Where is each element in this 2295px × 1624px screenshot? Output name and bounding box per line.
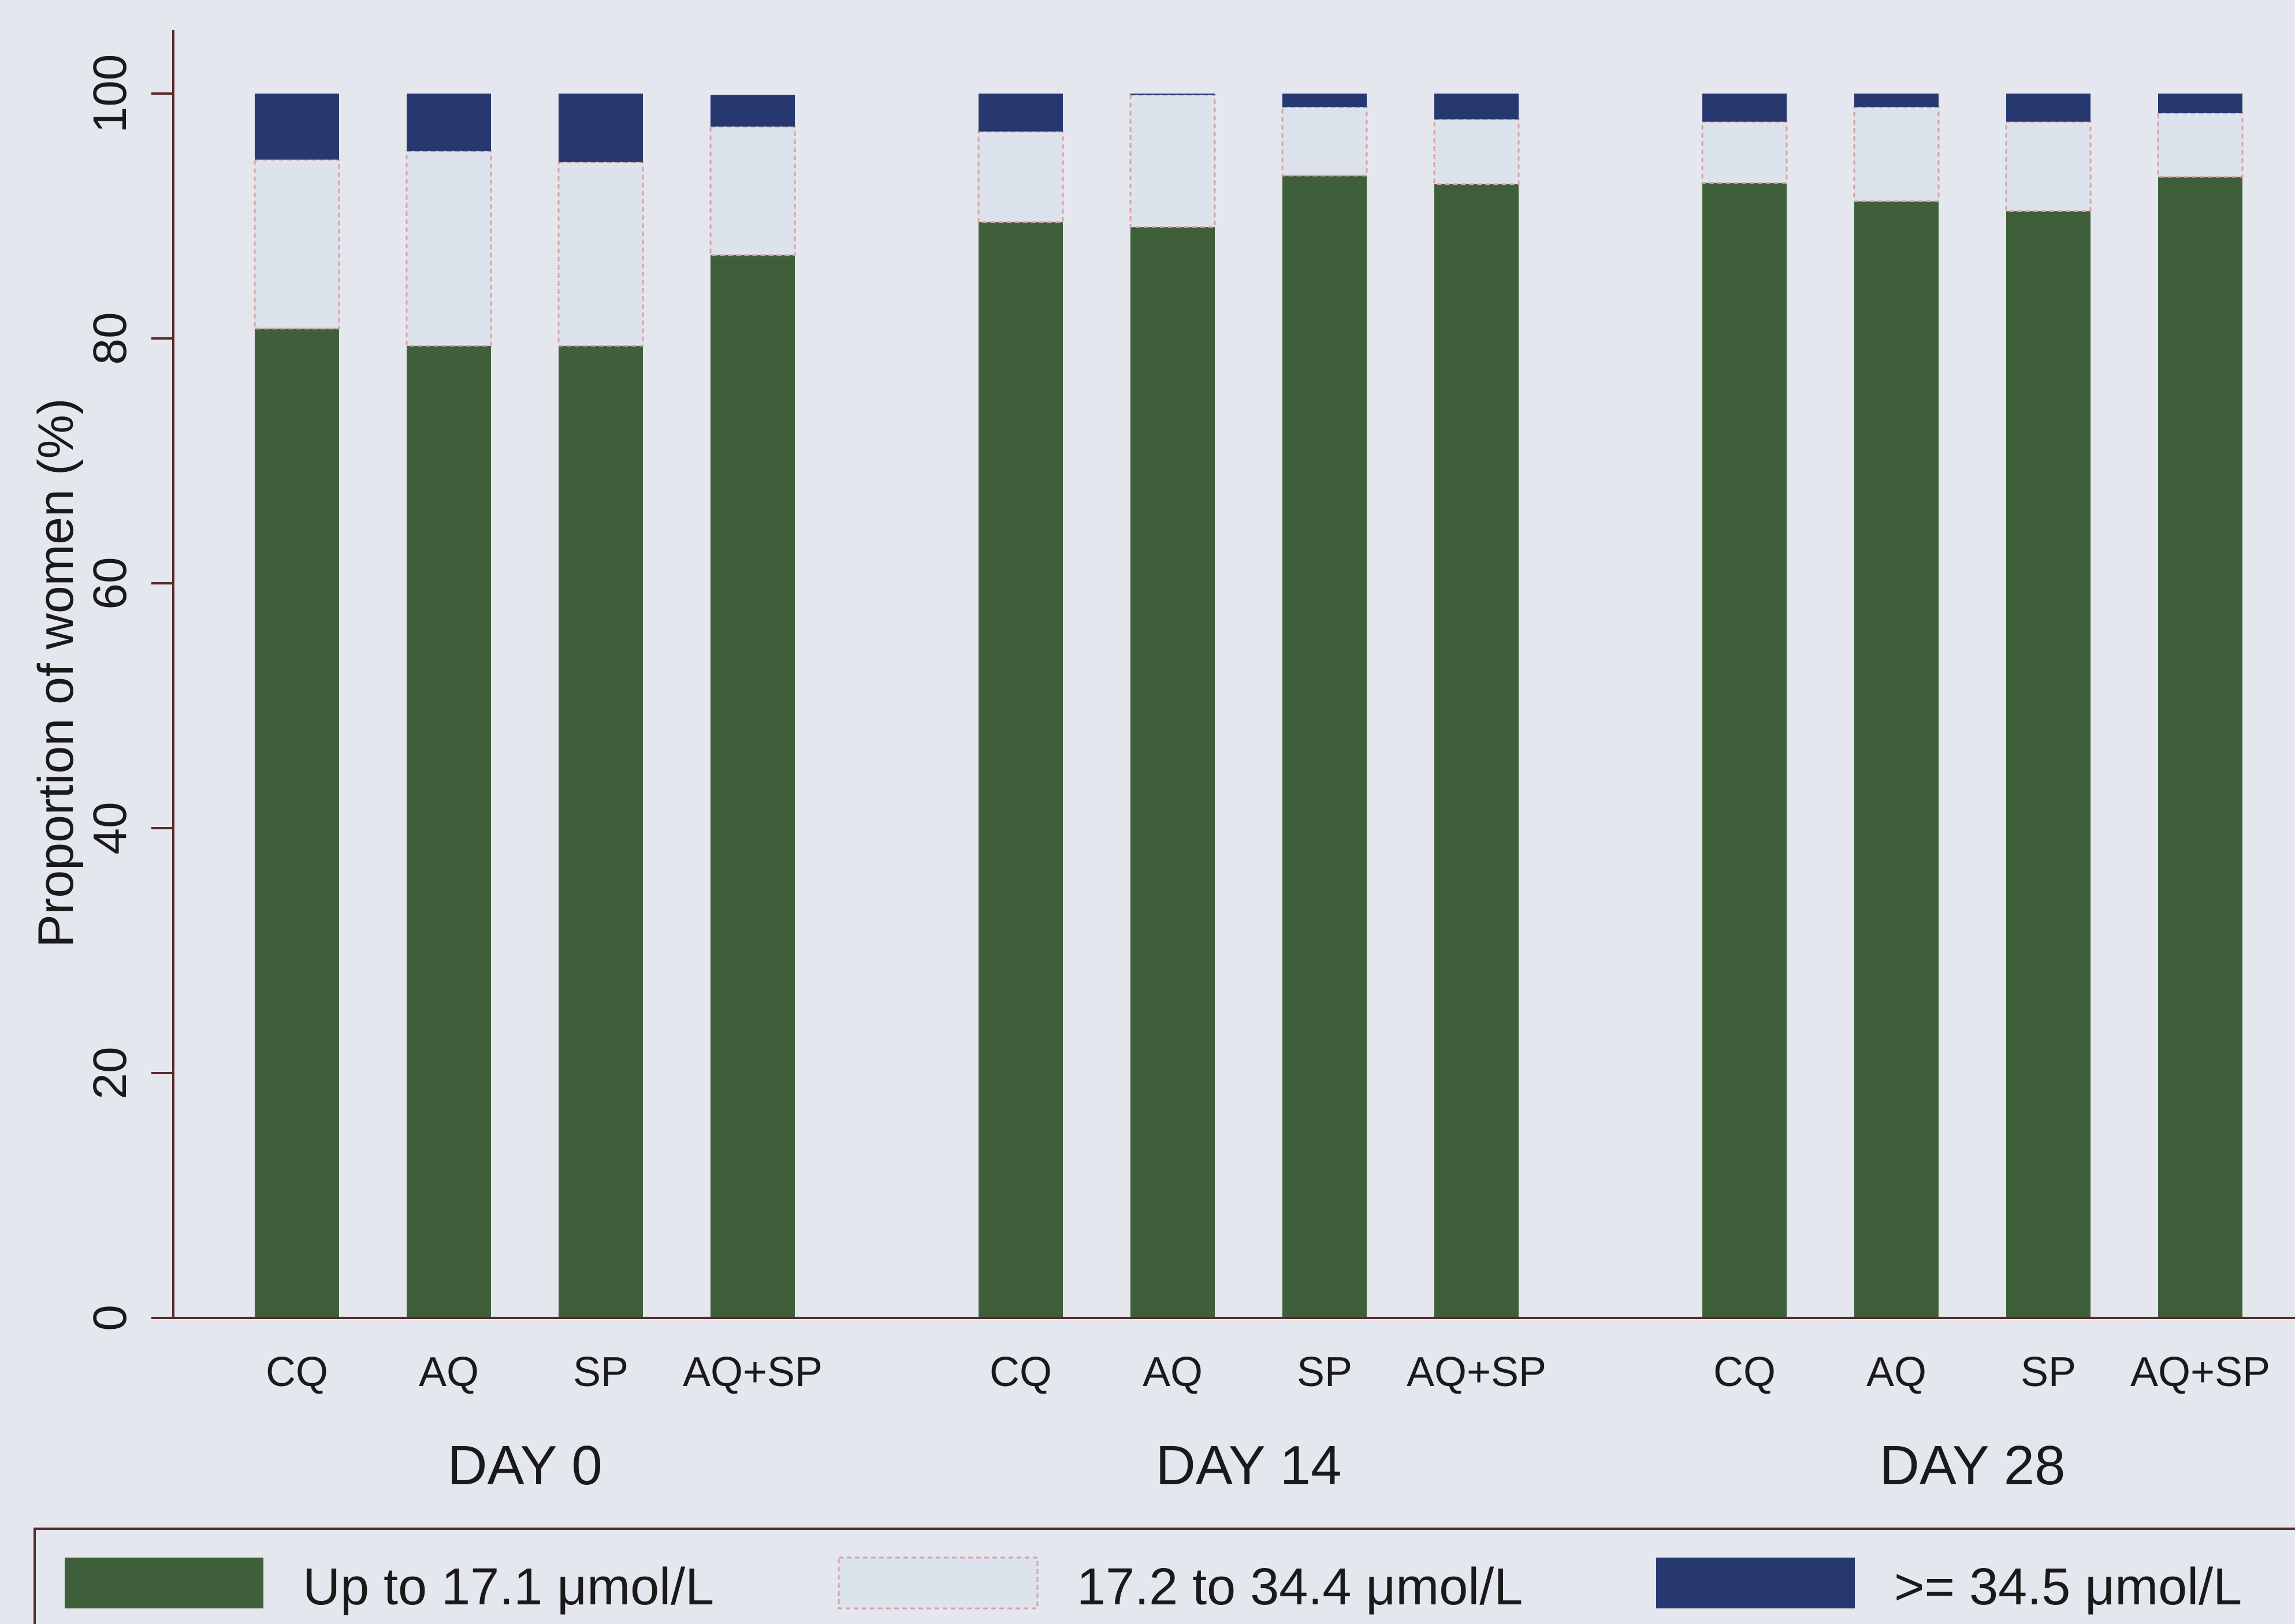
bar-segment-mid bbox=[1433, 118, 1520, 185]
bar-segment-mid bbox=[1129, 94, 1216, 228]
legend-items: Up to 17.1 μmol/L 17.2 to 34.4 μmol/L >= 3… bbox=[65, 1556, 2242, 1616]
legend-swatch bbox=[1656, 1558, 1855, 1608]
x-category-label: AQ bbox=[1143, 1349, 1203, 1395]
bar-segment-mid bbox=[2005, 121, 2092, 213]
x-category-label: CQ bbox=[1713, 1349, 1776, 1395]
bar-segment-low bbox=[407, 345, 491, 1318]
legend-label: 17.2 to 34.4 μmol/L bbox=[1077, 1558, 1523, 1616]
legend-swatch bbox=[65, 1558, 263, 1608]
bar-segment-mid bbox=[1281, 106, 1368, 177]
bar-segment-high bbox=[1282, 94, 1367, 107]
bar-segment-high bbox=[1434, 94, 1519, 120]
bar-segment-low bbox=[2006, 211, 2091, 1318]
x-category-label: SP bbox=[2021, 1349, 2076, 1395]
bar-segment-mid bbox=[2157, 112, 2244, 178]
x-category-label: AQ bbox=[419, 1349, 479, 1395]
bar-segment-low bbox=[711, 255, 795, 1318]
bar-segment-high bbox=[1702, 94, 1787, 122]
y-tick-label: 20 bbox=[84, 1046, 136, 1099]
bar-segment-high bbox=[407, 94, 491, 151]
legend-label: Up to 17.1 μmol/L bbox=[303, 1558, 714, 1616]
bar-segment-low bbox=[2158, 177, 2242, 1318]
x-category-label: SP bbox=[1297, 1349, 1352, 1395]
y-tick-label: 80 bbox=[84, 312, 136, 364]
bar-segment-high bbox=[2158, 94, 2242, 113]
x-category-label: SP bbox=[573, 1349, 628, 1395]
bars-layer bbox=[254, 94, 2244, 1318]
legend: Up to 17.1 μmol/L 17.2 to 34.4 μmol/L >= 3… bbox=[34, 1528, 2295, 1624]
legend-swatch bbox=[838, 1556, 1039, 1610]
bar-segment-mid bbox=[254, 158, 340, 330]
bar-segment-high bbox=[979, 94, 1063, 132]
bar-segment-low bbox=[979, 222, 1063, 1318]
bar-segment-low bbox=[1282, 176, 1367, 1318]
bar-segment-low bbox=[559, 345, 643, 1318]
y-axis-ticks: 0 20 40 60 80 100 bbox=[84, 54, 173, 1331]
x-category-label: CQ bbox=[266, 1349, 328, 1395]
bar-segment-high bbox=[711, 95, 795, 127]
x-axis-group-labels: DAY 0 DAY 14 DAY 28 bbox=[447, 1435, 2065, 1496]
x-category-label: AQ bbox=[1866, 1349, 1926, 1395]
bar-segment-high bbox=[2006, 94, 2091, 122]
legend-box bbox=[34, 1528, 2295, 1624]
bar-segment-high bbox=[255, 94, 339, 160]
bar-segment-mid bbox=[1701, 121, 1788, 184]
bar-segment-low bbox=[1434, 184, 1519, 1318]
y-tick-label: 60 bbox=[84, 557, 136, 609]
x-group-label: DAY 0 bbox=[447, 1435, 602, 1496]
bar-segment-low bbox=[255, 329, 339, 1318]
bar-segment-low bbox=[1854, 201, 1939, 1318]
legend-label: >= 34.5 μmol/L bbox=[1894, 1558, 2242, 1616]
x-category-label: AQ+SP bbox=[1407, 1349, 1546, 1395]
x-axis-category-labels: CQ AQ SP AQ+SP CQ AQ SP AQ+SP CQ AQ SP AQ+SP bbox=[266, 1349, 2270, 1395]
x-group-label: DAY 28 bbox=[1880, 1435, 2066, 1496]
bar-segment-mid bbox=[1853, 106, 1940, 203]
x-group-label: DAY 14 bbox=[1156, 1435, 1342, 1496]
bar-segment-mid bbox=[557, 161, 644, 347]
bar-segment-high bbox=[1130, 94, 1215, 95]
y-tick-label: 100 bbox=[84, 54, 136, 133]
y-axis-title: Proportion of women (%) bbox=[28, 398, 84, 947]
y-tick-label: 40 bbox=[84, 802, 136, 854]
y-tick-label: 0 bbox=[84, 1305, 136, 1331]
bar-segment-mid bbox=[977, 131, 1064, 224]
bar-segment-high bbox=[559, 94, 643, 162]
x-category-label: AQ+SP bbox=[2130, 1349, 2270, 1395]
bar-segment-low bbox=[1702, 182, 1787, 1318]
bar-segment-low bbox=[1130, 227, 1215, 1318]
bar-segment-high bbox=[1854, 94, 1939, 107]
x-category-label: AQ+SP bbox=[683, 1349, 823, 1395]
bar-segment-mid bbox=[406, 150, 492, 347]
bar-segment-mid bbox=[709, 125, 796, 256]
x-category-label: CQ bbox=[990, 1349, 1052, 1395]
